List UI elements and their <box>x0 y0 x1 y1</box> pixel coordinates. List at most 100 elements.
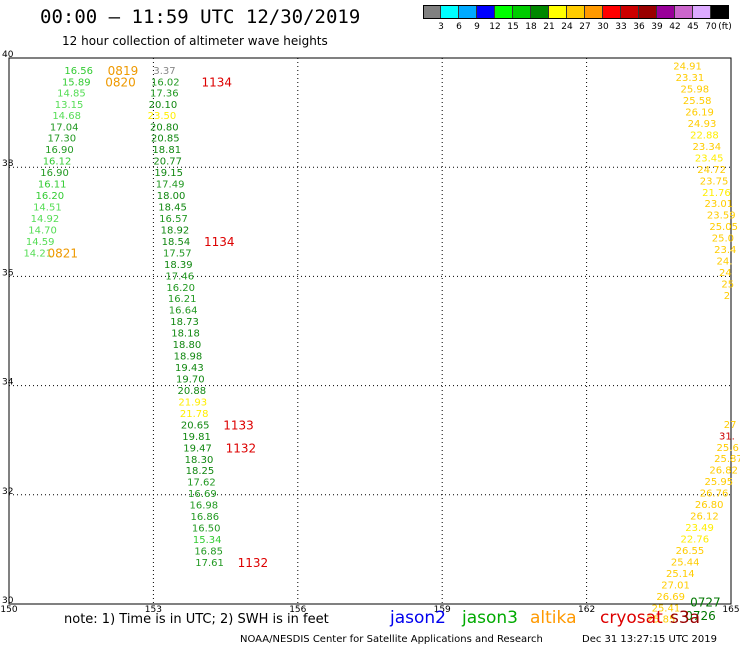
swh-value: 18.39 <box>164 260 193 271</box>
legend-swatch <box>531 5 549 19</box>
swh-value: 23.4 <box>714 245 736 256</box>
lat-tick-label: 34 <box>2 378 14 388</box>
swh-value: 13.15 <box>55 100 84 111</box>
legend-label: 36 <box>633 22 645 32</box>
swh-value: 23.31 <box>676 73 705 84</box>
swh-value: 16.57 <box>159 214 188 225</box>
legend-swatch <box>585 5 603 19</box>
swh-value: 23.50 <box>148 111 177 122</box>
satellite-name-cryosat: cryosat <box>600 608 663 628</box>
swh-value: 19.47 <box>183 443 212 454</box>
legend-label: 39 <box>651 22 663 32</box>
legend-label: 27 <box>579 22 591 32</box>
swh-value: 17.04 <box>50 122 79 133</box>
map-title: 00:00 – 11:59 UTC 12/30/2019 <box>40 6 361 28</box>
swh-value: 26.80 <box>695 500 724 511</box>
legend-label: 33 <box>615 22 627 32</box>
swh-value: 16.20 <box>166 283 195 294</box>
swh-value: 16.90 <box>45 145 74 156</box>
legend-label: 9 <box>474 22 480 32</box>
legend-label: 12 <box>489 22 501 32</box>
legend-swatch <box>675 5 693 19</box>
legend-label: 3 <box>438 22 444 32</box>
swh-value: 18.80 <box>173 340 202 351</box>
swh-value: 23.49 <box>685 523 714 534</box>
lon-tick-label: 156 <box>289 605 306 615</box>
swh-value: 23.75 <box>700 176 729 187</box>
legend-unit: (ft) <box>718 22 732 32</box>
legend-label: 18 <box>525 22 537 32</box>
swh-value: 16.85 <box>194 546 223 557</box>
legend-label: 30 <box>597 22 609 32</box>
satellite-name-jason3: jason3 <box>462 608 518 628</box>
swh-value: 16.56 <box>64 66 93 77</box>
swh-value: 18.18 <box>171 329 200 340</box>
time-label: 1134 <box>204 235 235 249</box>
swh-value: 18.92 <box>161 225 190 236</box>
swh-value: 19.70 <box>176 375 205 386</box>
satellite-name-jason2: jason2 <box>390 608 446 628</box>
swh-value: 31. <box>719 431 735 442</box>
legend-swatch <box>567 5 585 19</box>
swh-value: 23.01 <box>705 199 734 210</box>
swh-value: 17.61 <box>195 558 224 569</box>
swh-value: 19.81 <box>182 432 211 443</box>
legend-swatch <box>513 5 531 19</box>
lat-tick-label: 36 <box>2 268 14 278</box>
swh-value: 16.64 <box>169 306 198 317</box>
swh-value: 18.73 <box>170 317 199 328</box>
swh-value: 18.54 <box>162 237 191 248</box>
legend-label: 70 <box>705 22 717 32</box>
swh-value: 16.20 <box>35 191 64 202</box>
map-frame <box>8 57 732 605</box>
swh-value: 23.45 <box>695 153 724 164</box>
legend-swatch <box>477 5 495 19</box>
lat-tick-label: 32 <box>2 487 13 497</box>
swh-value: 17.36 <box>150 88 179 99</box>
swh-value: 25.87 <box>714 454 740 465</box>
swh-value: 14.59 <box>26 237 55 248</box>
time-label: 0727 <box>690 595 721 609</box>
swh-value: 25.14 <box>666 569 695 580</box>
swh-value: 25.44 <box>671 557 700 568</box>
legend-label: 6 <box>456 22 462 32</box>
time-label: 1133 <box>223 418 254 432</box>
swh-value: 14.92 <box>31 214 60 225</box>
swh-value: 18.98 <box>174 352 203 363</box>
swh-value: 25.85 <box>647 615 676 626</box>
lat-tick-label: 30 <box>2 596 14 606</box>
lon-tick-label: 159 <box>434 605 451 615</box>
swh-value: 2 <box>724 291 730 302</box>
swh-value: 27 <box>724 420 737 431</box>
swh-value: 26.55 <box>676 546 705 557</box>
swh-value: 16.86 <box>190 512 219 523</box>
time-label: 0821 <box>48 246 79 260</box>
footer-note: note: 1) Time is in UTC; 2) SWH is in fe… <box>64 612 329 627</box>
swh-value: 16.02 <box>151 77 180 88</box>
swh-value: 22.76 <box>680 534 709 545</box>
swh-value: 3.37 <box>153 66 175 77</box>
legend-label: 15 <box>507 22 519 32</box>
swh-value: 21.78 <box>180 409 209 420</box>
swh-value: 20.88 <box>177 386 206 397</box>
swh-value: 20.10 <box>149 100 178 111</box>
time-label: 1134 <box>202 75 233 89</box>
swh-value: 18.30 <box>185 455 214 466</box>
lon-tick-label: 150 <box>0 605 17 615</box>
swh-value: 23.34 <box>692 142 721 153</box>
swh-value: 26.82 <box>709 466 738 477</box>
swh-value: 16.98 <box>190 501 219 512</box>
lat-tick-label: 38 <box>2 159 14 169</box>
time-label: 0820 <box>105 75 136 89</box>
credit-line: NOAA/NESDIS Center for Satellite Applica… <box>240 634 543 645</box>
swh-value: 24.72 <box>697 165 726 176</box>
swh-value: 21.76 <box>702 188 731 199</box>
time-label: 0819 <box>108 64 139 78</box>
swh-value: 14.85 <box>57 88 86 99</box>
swh-value: 16.12 <box>43 157 72 168</box>
swh-value: 25.41 <box>652 603 681 614</box>
swh-value: 16.21 <box>168 294 197 305</box>
lat-tick-label: 40 <box>2 50 14 60</box>
swh-value: 26.69 <box>656 592 685 603</box>
